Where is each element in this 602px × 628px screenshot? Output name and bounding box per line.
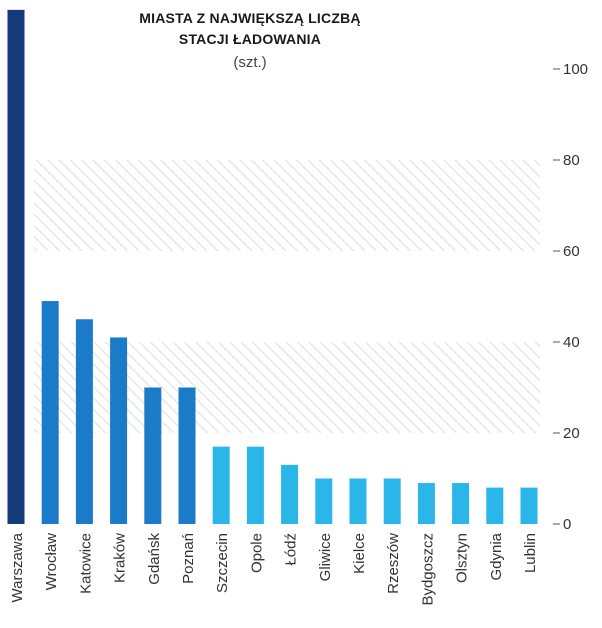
y-tick-label-100: 100 bbox=[563, 61, 588, 78]
y-tick-label-40: 40 bbox=[563, 334, 580, 351]
x-tick-label-Lublin: Lublin bbox=[522, 533, 539, 573]
y-tick-label-80: 80 bbox=[563, 152, 580, 169]
bar-Łódź bbox=[281, 464, 299, 524]
hatched-band-0 bbox=[34, 342, 540, 433]
y-tick-label-60: 60 bbox=[563, 243, 580, 260]
bar-Gdynia bbox=[486, 487, 504, 524]
x-tick-label-Gliwice: Gliwice bbox=[317, 533, 334, 581]
bar-Rzeszów bbox=[383, 478, 401, 524]
chart-unit: (szt.) bbox=[233, 54, 267, 71]
bar-Szczecin bbox=[212, 446, 230, 524]
bar-Kraków bbox=[110, 337, 128, 524]
bar-Kielce bbox=[349, 478, 367, 524]
x-tick-label-Olsztyn: Olsztyn bbox=[454, 533, 471, 583]
x-tick-label-Kraków: Kraków bbox=[112, 533, 129, 583]
bar-Wrocław bbox=[41, 301, 59, 524]
bar-Poznań bbox=[178, 387, 196, 524]
x-tick-label-Warszawa: Warszawa bbox=[9, 532, 26, 602]
x-tick-label-Katowice: Katowice bbox=[77, 533, 94, 594]
x-tick-label-Łódź: Łódź bbox=[283, 533, 300, 566]
x-tick-label-Rzeszów: Rzeszów bbox=[385, 533, 402, 594]
chart-title-line-2: STACJI ŁADOWANIA bbox=[178, 31, 322, 47]
x-tick-label-Wrocław: Wrocław bbox=[43, 533, 60, 590]
x-tick-label-Kielce: Kielce bbox=[351, 533, 368, 574]
hatched-band-1 bbox=[34, 160, 540, 251]
x-tick-label-Szczecin: Szczecin bbox=[214, 533, 231, 593]
bar-Olsztyn bbox=[452, 483, 470, 524]
x-tick-label-Gdynia: Gdynia bbox=[488, 532, 505, 580]
bar-Lublin bbox=[520, 487, 538, 524]
x-tick-label-Opole: Opole bbox=[248, 533, 265, 573]
x-tick-label-Poznań: Poznań bbox=[180, 533, 197, 584]
x-tick-label-Bydgoszcz: Bydgoszcz bbox=[419, 533, 436, 606]
bar-Warszawa bbox=[7, 9, 25, 525]
x-tick-label-Gdańsk: Gdańsk bbox=[146, 533, 163, 585]
bar-Gliwice bbox=[315, 478, 333, 524]
y-tick-label-0: 0 bbox=[563, 516, 571, 533]
bar-Gdańsk bbox=[144, 387, 162, 524]
bar-Opole bbox=[246, 446, 264, 524]
bar-Bydgoszcz bbox=[417, 483, 435, 524]
bar-Katowice bbox=[75, 319, 93, 524]
y-tick-label-20: 20 bbox=[563, 425, 580, 442]
chart-title-line-1: MIASTA Z NAJWIĘKSZĄ LICZBĄ bbox=[139, 10, 361, 26]
